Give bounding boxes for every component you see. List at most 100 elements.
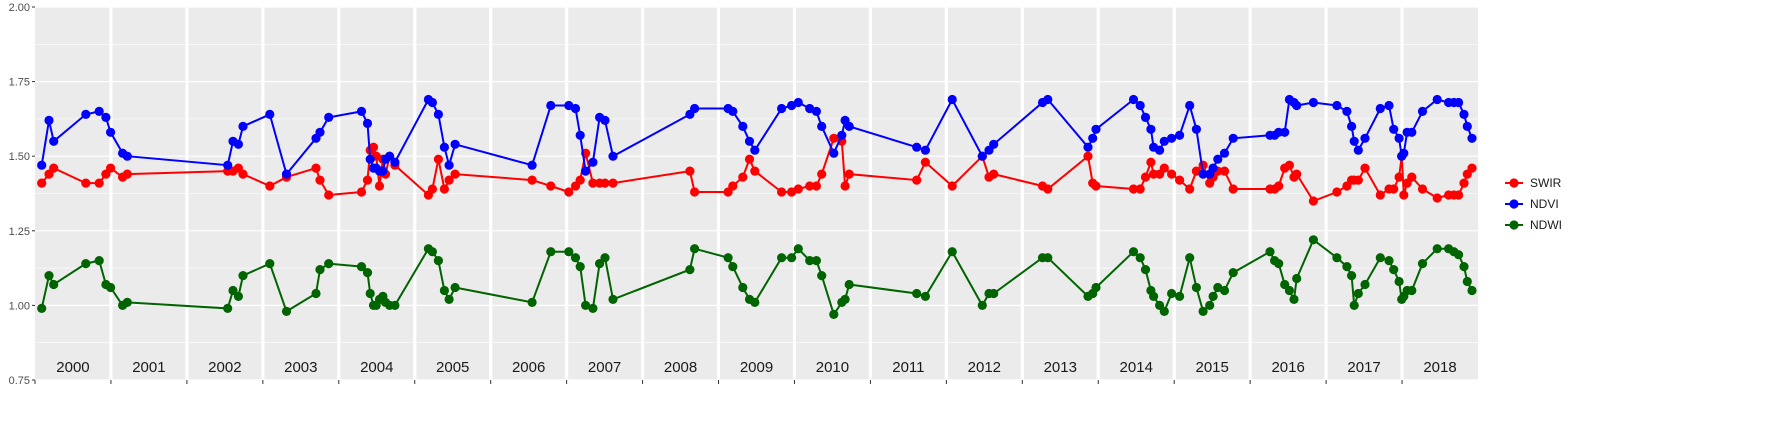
ndwi-point [450,282,460,293]
year-label: 2002 [208,359,241,376]
ndvi-point [1342,106,1352,116]
ndvi-point [1185,100,1195,111]
ndvi-point [738,121,748,131]
swir-point [433,154,443,164]
ndwi-point [1292,273,1302,284]
year-label: 2006 [512,359,545,376]
y-tick-label: 2.00 [9,2,30,14]
swir-point [1407,172,1417,182]
ndwi-point [787,253,797,263]
ndwi-point [570,253,581,263]
ndwi-point [122,297,132,307]
ndvi-point [1175,130,1185,140]
swir-point [265,181,275,191]
ndwi-point [1208,291,1218,301]
ndwi-point [1459,262,1469,272]
swir-point [608,178,618,188]
ndwi-point [840,294,850,304]
swir-point [728,181,738,191]
ndwi-point [588,303,598,313]
ndwi-point [685,265,695,275]
ndvi-point [1140,112,1151,122]
ndvi-point [1349,136,1359,146]
year-label: 2008 [664,359,697,376]
ndwi-point [750,297,760,307]
ndwi-point [1417,259,1428,269]
ndwi-point [600,253,610,263]
swir-point [324,190,334,200]
ndvi-point [315,127,325,137]
ndvi-point [1407,127,1417,137]
ndwi-point [1384,256,1394,266]
swir-point [1394,172,1404,182]
ndwi-point [738,282,748,293]
swir-point [738,172,748,182]
ndvi-point [744,136,755,146]
swir-point [588,178,598,188]
ndvi-point [1228,133,1238,143]
swir-point [1375,190,1385,200]
ndwi-point [439,285,449,296]
x-axis: 2000 2001 2002 2003 2004 2005 2006 2007 2008 2009… [34,359,1457,384]
swir-point [368,142,379,152]
ndvi-point [450,139,460,149]
swir-point [685,166,695,176]
swir-point [1389,184,1399,194]
series-layer [37,94,1477,319]
swir-point [600,178,610,188]
ndvi-point [581,166,591,176]
swir-point [37,178,47,188]
ndvi-point [570,103,581,114]
ndvi-point [1043,94,1053,105]
swir-point [1175,175,1185,185]
ndwi-point [444,294,454,304]
ndvi-point [600,115,610,125]
ndvi-point [94,106,104,116]
swir-point [744,154,755,164]
ndvi-point [608,151,618,161]
ndwi-point [1394,276,1404,287]
ndwi-point [723,253,733,263]
legend-label: NDWI [1530,218,1562,232]
ndvi-point [1399,148,1409,158]
ndwi-point [1198,306,1208,316]
swir-point [106,163,116,173]
year-label: 2016 [1271,359,1304,376]
ndwi-point [1454,250,1464,260]
ndvi-point [1432,94,1442,105]
swir-point [947,181,957,191]
ndvi-point [920,145,931,155]
ndwi-point [433,256,443,266]
swir-point [1128,184,1139,194]
ndvi-point [1347,121,1357,131]
ndwi-point [844,279,854,290]
legend-key-point [1509,178,1519,188]
year-label: 2010 [816,359,849,376]
swir-point [1332,187,1342,197]
ndwi-point [1128,247,1139,257]
swir-point [1159,163,1169,173]
y-tick-label: 1.50 [9,151,30,163]
swir-point [1167,169,1177,179]
ndwi-point [1389,265,1399,275]
ndvi-point [1146,124,1156,134]
swir-point [1417,184,1428,194]
ndwi-point [81,259,91,269]
ndwi-point [1289,294,1299,304]
ndwi-point [1228,268,1238,278]
legend: SWIR NDVI NDWI [1505,176,1562,232]
swir-point [1353,175,1363,185]
ndvi-point [1417,106,1428,116]
year-label: 2018 [1423,359,1456,376]
ndvi-point [1394,133,1404,143]
year-label: 2000 [56,359,89,376]
ndvi-point [81,109,91,119]
ndvi-point [1135,100,1145,111]
year-label: 2017 [1347,359,1380,376]
ndvi-point [365,154,375,164]
ndvi-point [1332,100,1342,111]
ndwi-point [1167,288,1177,299]
ndwi-point [690,244,700,254]
ndvi-point [433,109,443,119]
legend-key-point [1509,199,1519,209]
